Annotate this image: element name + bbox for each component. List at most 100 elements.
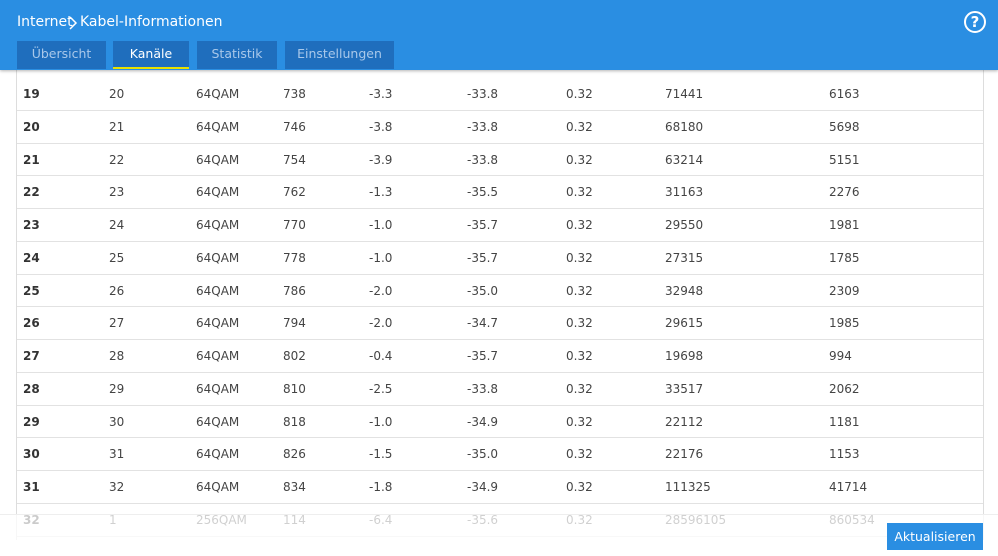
table-cell: 1181 [829, 414, 860, 429]
table-cell: 64QAM [196, 87, 240, 101]
table-cell: 29 [109, 381, 125, 396]
table-cell: 1985 [829, 316, 860, 331]
table-cell: 20 [109, 87, 125, 101]
table-cell: 33517 [665, 381, 704, 396]
table-cell: 32 [109, 480, 125, 494]
table-row: 29 30 64QAM 818 -1.0 -34.9 0.32 22112 1181 [17, 406, 983, 439]
table-cell: 810 [283, 381, 306, 396]
table-cell: 738 [283, 87, 306, 101]
table-cell: 2062 [829, 381, 860, 396]
table-cell: 2309 [829, 283, 860, 298]
table-cell: -1.0 [369, 414, 393, 429]
table-cell: 5151 [829, 152, 860, 167]
table-cell: -1.3 [369, 185, 393, 200]
table-cell: -33.8 [467, 381, 499, 396]
refresh-button[interactable]: Aktualisieren [887, 523, 983, 550]
table-cell: -1.0 [369, 250, 393, 265]
table-cell: 1153 [829, 447, 860, 462]
table-cell: 24 [23, 250, 40, 265]
table-cell: -2.0 [369, 316, 393, 331]
help-button[interactable]: ? [964, 11, 986, 33]
table-cell: 31 [109, 447, 125, 462]
table-cell: 29 [23, 414, 40, 429]
table-cell: 1981 [829, 218, 860, 232]
table-cell: 63214 [665, 152, 704, 167]
table-cell: 20 [23, 119, 40, 134]
table-cell: -1.5 [369, 447, 393, 462]
table-cell: 22176 [665, 447, 704, 462]
table-cell: 30 [109, 414, 125, 429]
table-cell: 994 [829, 349, 852, 363]
table-cell: 29615 [665, 316, 704, 331]
table-cell: 19698 [665, 349, 704, 363]
tab[interactable]: Statistik [197, 41, 277, 69]
table-cell: 0.32 [566, 414, 593, 429]
table: 19 20 64QAM 738 -3.3 -33.8 0.32 71441 6163 20 21 64… [16, 70, 984, 540]
table-row: 24 25 64QAM 778 -1.0 -35.7 0.32 27315 1785 [17, 242, 983, 275]
table-cell: 2276 [829, 185, 860, 200]
table-cell: 64QAM [196, 119, 240, 134]
table-cell: 6163 [829, 87, 860, 101]
table-cell: -35.7 [467, 218, 499, 232]
table-cell: 0.32 [566, 218, 593, 232]
table-cell: 64QAM [196, 381, 240, 396]
table-row: 22 23 64QAM 762 -1.3 -35.5 0.32 31163 2276 [17, 176, 983, 209]
table-cell: 64QAM [196, 152, 240, 167]
table-cell: -3.8 [369, 119, 393, 134]
table-cell: 64QAM [196, 250, 240, 265]
breadcrumb-item: Kabel-Informationen [80, 14, 223, 30]
table-row: 30 31 64QAM 826 -1.5 -35.0 0.32 22176 1153 [17, 438, 983, 471]
table-cell: 0.32 [566, 250, 593, 265]
table-cell: 25 [109, 250, 125, 265]
footer: Aktualisieren [0, 514, 998, 556]
table-cell: 31 [23, 480, 40, 494]
table-cell: -33.8 [467, 119, 499, 134]
table-cell: 64QAM [196, 414, 240, 429]
table-cell: 22 [23, 185, 40, 200]
table-cell: 23 [23, 218, 40, 232]
table-row: 21 22 64QAM 754 -3.9 -33.8 0.32 63214 5151 [17, 144, 983, 177]
table-cell: 0.32 [566, 185, 593, 200]
table-cell: 770 [283, 218, 306, 232]
table-cell: -35.5 [467, 185, 499, 200]
table-cell: -2.5 [369, 381, 393, 396]
breadcrumb-item[interactable]: Internet [17, 14, 73, 30]
header: Internet Kabel-Informationen ? Übersicht… [0, 0, 998, 70]
table-cell: -2.0 [369, 283, 393, 298]
table-cell: 64QAM [196, 447, 240, 462]
tab[interactable]: Übersicht [17, 41, 106, 69]
table-cell: 27 [23, 349, 40, 363]
table-cell: 24 [109, 218, 125, 232]
table-cell: 111325 [665, 480, 711, 494]
table-cell: 826 [283, 447, 306, 462]
table-cell: -34.7 [467, 316, 499, 331]
table-cell: -35.0 [467, 283, 499, 298]
table-cell: -35.7 [467, 250, 499, 265]
table-cell: 27 [109, 316, 125, 331]
tab[interactable]: Einstellungen [285, 41, 394, 69]
tab[interactable]: Kanäle [113, 41, 189, 69]
table-cell: 71441 [665, 87, 704, 101]
table-cell: -33.8 [467, 87, 499, 101]
table-cell: 818 [283, 414, 306, 429]
table-cell: 64QAM [196, 480, 240, 494]
table-row: 20 21 64QAM 746 -3.8 -33.8 0.32 68180 5698 [17, 111, 983, 144]
table-cell: 762 [283, 185, 306, 200]
table-cell: 786 [283, 283, 306, 298]
table-cell: 21 [109, 119, 125, 134]
table-cell: 27315 [665, 250, 704, 265]
chevron-icon [69, 16, 78, 30]
table-cell: 22112 [665, 414, 704, 429]
table-cell: 0.32 [566, 87, 593, 101]
table-cell: 32948 [665, 283, 704, 298]
table-cell: 64QAM [196, 316, 240, 331]
table-row: 26 27 64QAM 794 -2.0 -34.7 0.32 29615 1985 [17, 307, 983, 340]
table-cell: 64QAM [196, 185, 240, 200]
table-row: 25 26 64QAM 786 -2.0 -35.0 0.32 32948 2309 [17, 275, 983, 308]
table-cell: 64QAM [196, 283, 240, 298]
table-cell: 31163 [665, 185, 704, 200]
table-cell: 64QAM [196, 349, 240, 363]
table-row: 27 28 64QAM 802 -0.4 -35.7 0.32 19698 994 [17, 340, 983, 373]
table-cell: 0.32 [566, 316, 593, 331]
